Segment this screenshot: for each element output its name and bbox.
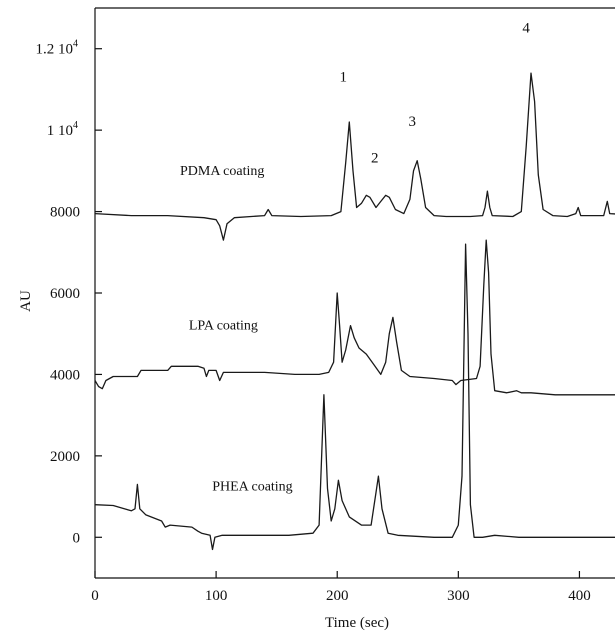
y-tick-label: 8000 — [50, 205, 80, 221]
y-tick-label: 2000 — [50, 449, 80, 465]
y-axis: 0 2000 4000 6000 8000 1 104 1.2 104 — [36, 39, 102, 546]
x-tick-label: 100 — [205, 588, 228, 604]
series-line-2 — [94, 239, 615, 396]
y-tick-label: 1.2 104 — [36, 39, 79, 58]
series-layer — [94, 72, 615, 551]
y-tick-label: 0 — [73, 530, 81, 546]
x-axis: 0 100 200 300 400 — [91, 571, 591, 604]
series-line-1 — [94, 72, 615, 241]
annotation-label: PHEA coating — [212, 479, 293, 494]
annotation-label: 4 — [522, 20, 530, 36]
annotation-label: 3 — [409, 114, 417, 130]
x-axis-label: Time (sec) — [325, 615, 389, 631]
y-tick-label: 4000 — [50, 367, 80, 383]
annotation-label: 1 — [340, 69, 348, 85]
annotation-label: LPA coating — [189, 319, 258, 334]
x-tick-label: 200 — [326, 588, 349, 604]
annotation-label: PDMA coating — [180, 164, 264, 179]
x-tick-label: 0 — [91, 588, 99, 604]
annotation-layer: PDMA coating LPA coating PHEA coating 1 2 3 4 — [180, 20, 530, 494]
series-line-3 — [94, 243, 615, 551]
y-tick-label: 1 104 — [47, 120, 78, 139]
x-tick-label: 300 — [447, 588, 470, 604]
annotation-label: 2 — [371, 151, 379, 167]
y-tick-label: 6000 — [50, 286, 80, 302]
x-tick-label: 400 — [568, 588, 591, 604]
y-axis-label: AU — [18, 290, 34, 312]
